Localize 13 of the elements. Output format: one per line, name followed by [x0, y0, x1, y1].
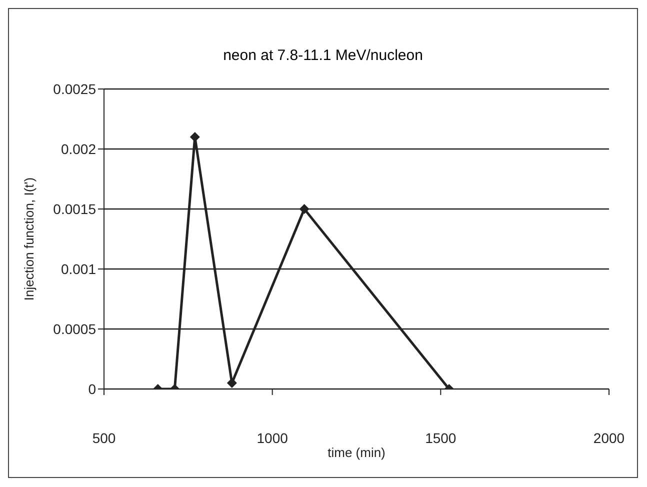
x-axis-title: time (min)	[328, 445, 386, 460]
x-tick-label: 1000	[256, 430, 288, 446]
y-tick-label: 0.0015	[53, 200, 96, 217]
chart-title: neon at 7.8-11.1 MeV/nucleon	[222, 46, 424, 66]
y-tick-label: 0.002	[60, 140, 96, 157]
y-tick-label: 0.0005	[53, 320, 96, 337]
x-tick-label: 1500	[425, 430, 456, 446]
y-tick-label: 0.0025	[53, 80, 96, 97]
y-tick-label: 0.001	[60, 260, 96, 277]
y-axis-title: Injection function, I(t')	[22, 177, 37, 301]
y-tick-label: 0	[88, 380, 96, 397]
x-tick-label: 500	[92, 430, 116, 446]
x-tick-label: 2000	[593, 430, 625, 446]
